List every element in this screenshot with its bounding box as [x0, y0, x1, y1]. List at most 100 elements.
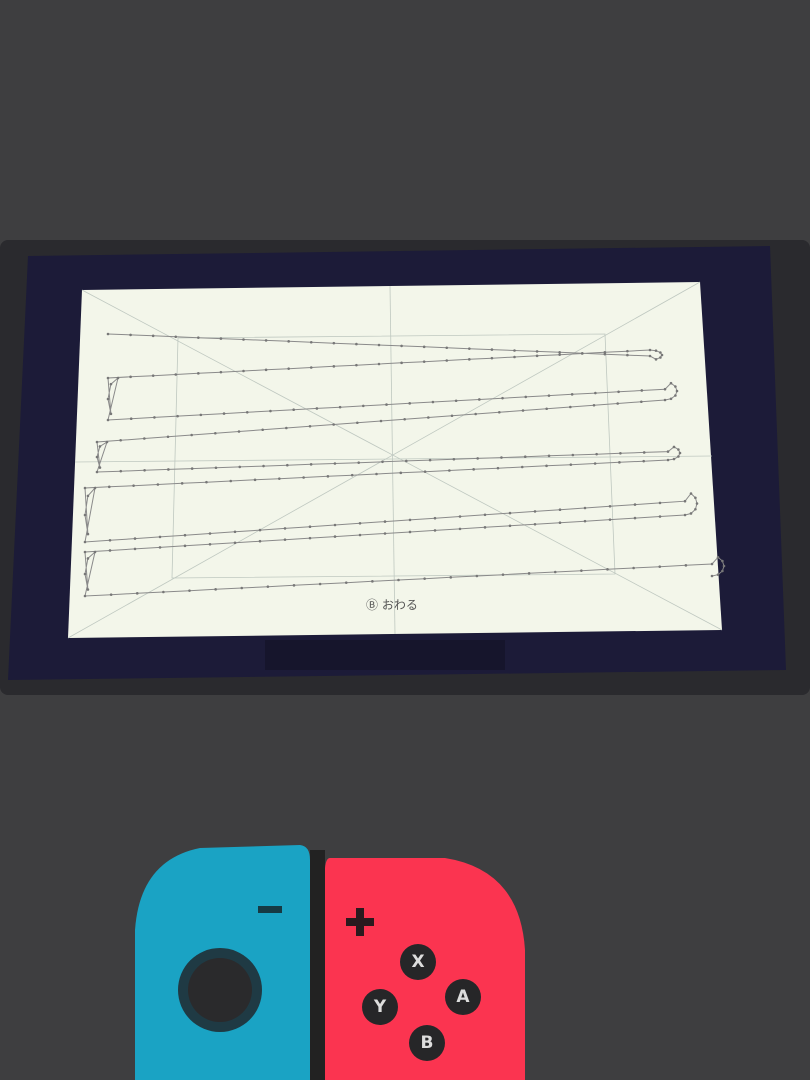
touch-point — [501, 573, 505, 576]
touch-point — [640, 389, 644, 392]
touch-point — [156, 483, 160, 486]
touch-point — [632, 566, 635, 570]
touch-point — [603, 352, 607, 356]
touch-point — [86, 557, 90, 560]
touch-point — [490, 356, 494, 360]
left-stick[interactable] — [188, 958, 252, 1022]
touch-point — [476, 457, 479, 460]
touch-point — [106, 418, 110, 422]
touch-point — [86, 494, 90, 498]
touch-point — [355, 342, 358, 346]
touch-point — [689, 492, 693, 495]
touch-point — [361, 404, 365, 408]
touch-point — [242, 338, 245, 341]
b-button[interactable]: B — [409, 1025, 445, 1061]
touch-point — [83, 572, 87, 576]
touch-point — [408, 402, 412, 405]
touch-point — [468, 358, 471, 361]
touch-point — [721, 569, 724, 573]
touch-point — [214, 431, 217, 435]
touch-point — [593, 462, 597, 465]
touch-point — [95, 440, 99, 444]
touch-point — [106, 332, 110, 336]
touch-point — [183, 533, 187, 537]
touch-point — [524, 395, 528, 399]
touch-point — [166, 435, 170, 439]
touch-point — [458, 515, 462, 518]
touch-point — [242, 369, 245, 373]
touch-point — [547, 454, 551, 458]
touch-point — [513, 355, 516, 359]
touch-point — [431, 400, 435, 404]
touch-point — [253, 478, 257, 482]
touch-point — [332, 423, 335, 426]
touch-point — [569, 405, 572, 409]
touch-point — [523, 455, 527, 459]
a-button[interactable]: A — [445, 979, 481, 1015]
touch-point — [663, 398, 667, 402]
touch-point — [490, 348, 494, 351]
touch-point — [547, 394, 551, 397]
touch-point — [399, 471, 403, 475]
x-button[interactable]: X — [400, 944, 436, 980]
touch-point — [283, 527, 287, 530]
touch-point — [385, 403, 388, 406]
touch-point — [98, 466, 102, 469]
touch-point — [695, 502, 699, 505]
calibration-guides — [67, 281, 723, 639]
touch-point — [716, 573, 720, 576]
touch-point — [558, 521, 562, 525]
touch-point — [286, 463, 289, 467]
touch-point — [333, 462, 337, 465]
touch-point — [626, 349, 629, 353]
touch-point — [592, 403, 596, 407]
touch-point — [408, 518, 412, 522]
touch-point — [448, 469, 451, 472]
exit-label[interactable]: Ⓑ おわる — [366, 598, 418, 612]
touch-point — [264, 368, 268, 372]
touch-point — [95, 455, 99, 459]
touch-point — [174, 335, 178, 339]
touch-point — [153, 416, 156, 419]
touch-point — [468, 347, 471, 350]
touch-point — [108, 539, 112, 542]
touch-point — [129, 375, 132, 379]
touch-point — [658, 565, 662, 568]
touch-point — [377, 343, 381, 347]
touch-point — [143, 437, 146, 440]
touch-point — [558, 351, 561, 354]
touch-point — [642, 451, 646, 454]
touch-point — [454, 399, 458, 403]
touch-point — [558, 353, 561, 356]
touch-point — [642, 459, 646, 463]
touch-point — [677, 455, 680, 458]
touch-point — [106, 397, 110, 401]
touch-point — [666, 458, 670, 462]
minus-button[interactable] — [258, 906, 282, 913]
touch-point — [452, 457, 456, 461]
touch-point — [583, 519, 587, 523]
touch-point — [309, 463, 313, 466]
touch-point — [83, 550, 87, 554]
touch-point — [674, 394, 677, 397]
touch-point — [333, 535, 337, 538]
touch-point — [496, 466, 500, 470]
touch-point — [633, 503, 637, 506]
touch-point — [654, 349, 658, 352]
touch-point — [326, 475, 330, 478]
touch-point — [258, 539, 262, 543]
touch-point — [266, 585, 270, 588]
touch-point — [158, 535, 162, 539]
touch-point — [533, 522, 537, 526]
touch-point — [205, 480, 208, 484]
touch-point — [283, 538, 287, 541]
plus-button[interactable] — [346, 908, 374, 936]
touch-point — [445, 346, 449, 350]
console-rail — [310, 850, 325, 1080]
touch-screen[interactable] — [68, 282, 722, 638]
y-button[interactable]: Y — [362, 989, 398, 1025]
touch-point — [659, 351, 662, 354]
touch-point — [302, 476, 305, 479]
touch-point — [608, 505, 612, 508]
touch-point — [190, 467, 194, 470]
